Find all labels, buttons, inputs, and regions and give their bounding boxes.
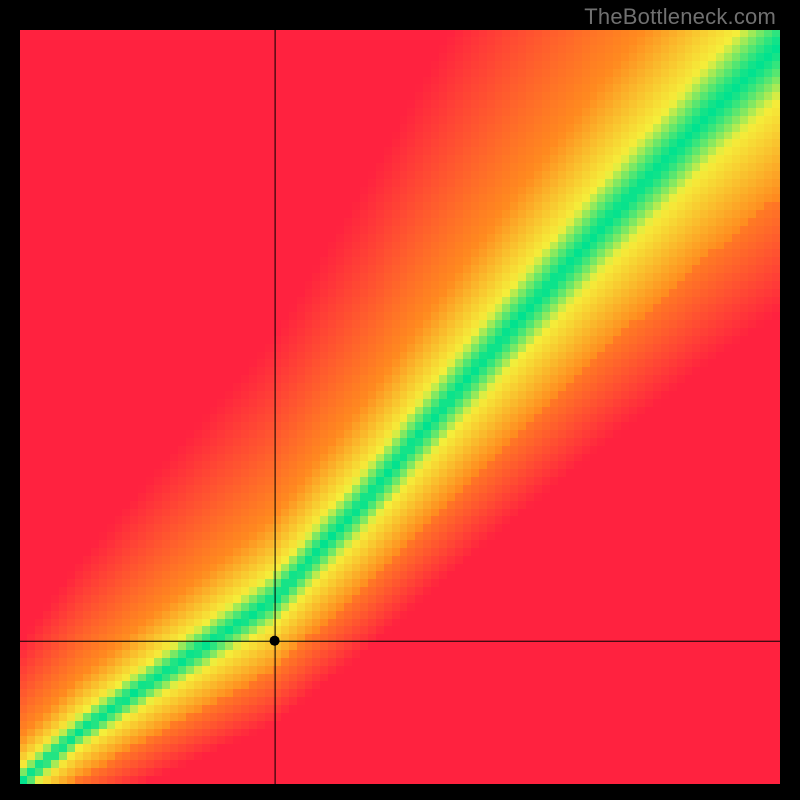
heatmap-plot — [20, 30, 780, 784]
watermark-label: TheBottleneck.com — [584, 4, 776, 30]
heatmap-canvas — [20, 30, 780, 784]
chart-frame: TheBottleneck.com — [0, 0, 800, 800]
